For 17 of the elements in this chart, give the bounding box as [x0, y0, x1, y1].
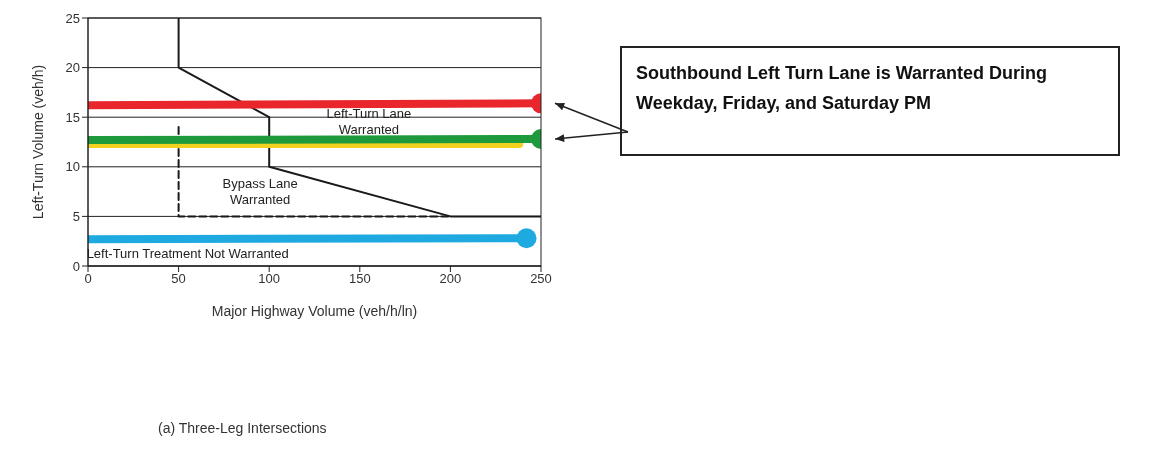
y-tick-label: 15	[65, 109, 80, 125]
x-tick-label: 100	[258, 271, 281, 287]
y-tick-label: 10	[65, 159, 80, 175]
y-tick-label: 20	[65, 60, 80, 76]
y-axis-title: Left-Turn Volume (veh/h)	[29, 64, 46, 220]
y-tick-label: 0	[72, 258, 80, 274]
y-tick-label: 25	[65, 10, 80, 26]
x-tick-label: 200	[439, 271, 462, 287]
x-tick-label: 150	[348, 271, 371, 287]
text: Southbound Left Turn Lane is Warranted During Weekday, Friday, and Saturday PM	[620, 46, 1120, 156]
x-axis-title: Major Highway Volume (veh/h/ln)	[211, 303, 418, 319]
x-tick-label: 50	[171, 271, 186, 287]
text: (a) Three-Leg Intersections	[158, 420, 327, 436]
x-tick-label: 250	[530, 271, 552, 287]
x-tick-label: 0	[84, 271, 92, 287]
annotation: Bypass Lane Warranted	[221, 175, 299, 208]
y-tick-label: 5	[72, 209, 80, 225]
